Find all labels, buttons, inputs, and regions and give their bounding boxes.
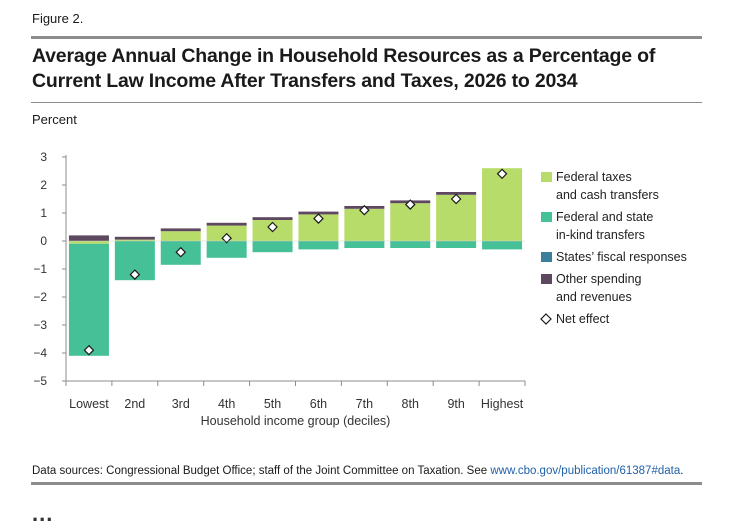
legend-label: and revenues	[556, 290, 632, 304]
bar-segment-federal-state-inkind	[482, 241, 523, 250]
net-effect-marker	[267, 221, 278, 233]
y-tick-label: −4	[33, 346, 47, 360]
bar-segment-federal-state-inkind	[344, 241, 385, 248]
net-effect-marker	[313, 213, 324, 224]
legend-swatch-states-fiscal	[541, 252, 552, 262]
legend-net-effect-marker	[540, 313, 552, 325]
data-source-note: Data sources: Congressional Budget Offic…	[32, 465, 683, 477]
legend-label: Federal and state	[556, 210, 653, 224]
net-effect-marker	[221, 232, 232, 244]
stacked-bar-chart: 3 2 1 0 −1 −2 −3 −4 −5 Lowest 2nd 3rd 4th 5th 6th 7th 8t…	[33, 150, 687, 428]
bar-segment-other-spending	[68, 235, 109, 241]
title-rule	[31, 102, 702, 103]
cropped-body-text: ...	[32, 501, 54, 526]
y-tick-label: −3	[33, 318, 47, 332]
source-link[interactable]: www.cbo.gov/publication/61387#data	[490, 465, 681, 477]
x-tick-label: 7th	[356, 397, 373, 411]
bar-segment-other-spending	[298, 211, 339, 215]
x-tick-label: 9th	[447, 397, 464, 411]
y-tick-label: −5	[33, 374, 47, 388]
net-effect-marker	[129, 269, 141, 280]
legend-label: Net effect	[556, 312, 610, 326]
x-tick-label: 6th	[310, 397, 327, 411]
bar-segment-federal-state-inkind	[298, 241, 339, 250]
bar-segment-federal-state-inkind	[206, 241, 247, 258]
y-tick-label: 0	[40, 234, 47, 248]
bar-segment-other-spending	[160, 228, 201, 232]
x-tick-label: Highest	[481, 397, 524, 411]
legend-label: Federal taxes	[556, 170, 632, 184]
legend-swatch-federal-taxes	[541, 172, 552, 182]
y-tick-label: −1	[33, 262, 47, 276]
net-effect-marker	[175, 246, 187, 258]
x-tick-label: Lowest	[69, 397, 109, 411]
bar-segment-federal-taxes	[114, 239, 155, 241]
y-axis-unit-label: Percent	[32, 112, 77, 127]
source-prefix: Data sources: Congressional Budget Offic…	[32, 465, 491, 477]
bar-segment-other-spending	[206, 222, 247, 226]
bar-segment-other-spending	[252, 217, 293, 220]
bar-segment-federal-state-inkind	[68, 243, 109, 356]
bar-segment-federal-taxes	[160, 231, 201, 241]
legend-swatch-federal-state-inkind	[541, 212, 552, 222]
legend-label: States’ fiscal responses	[556, 250, 687, 264]
bar-segment-federal-taxes	[68, 241, 109, 244]
x-tick-label: 5th	[264, 397, 281, 411]
legend-label: in-kind transfers	[556, 228, 645, 242]
x-tick-label: 3rd	[172, 397, 190, 411]
bar-segment-federal-state-inkind	[390, 241, 431, 248]
net-effect-marker	[496, 168, 508, 180]
bar-segment-federal-taxes	[482, 168, 523, 241]
top-rule	[31, 36, 702, 39]
x-tick-label: 4th	[218, 397, 235, 411]
x-tick-label: 2nd	[124, 397, 145, 411]
y-tick-label: 3	[40, 150, 47, 164]
chart-title: Average Annual Change in Household Resou…	[32, 45, 656, 92]
net-effect-marker	[404, 199, 416, 210]
bottom-rule	[31, 482, 702, 485]
y-tick-label: −2	[33, 290, 47, 304]
y-tick-label: 2	[40, 178, 47, 192]
net-effect-marker	[359, 204, 370, 216]
bar-segment-federal-state-inkind	[252, 241, 293, 253]
figure-label: Figure 2.	[32, 11, 84, 26]
legend-label: Other spending	[556, 272, 642, 286]
x-axis-title: Household income group (deciles)	[201, 414, 391, 428]
net-effect-marker	[450, 193, 462, 205]
legend-swatch-other-spending	[541, 274, 552, 284]
net-effect-marker	[83, 344, 95, 356]
bar-segment-other-spending	[114, 236, 155, 240]
bar-segment-other-spending	[436, 192, 477, 195]
bar-segment-federal-state-inkind	[436, 241, 477, 248]
legend-label: and cash transfers	[556, 188, 659, 202]
y-tick-label: 1	[40, 206, 47, 220]
x-tick-label: 8th	[402, 397, 419, 411]
source-suffix: .	[680, 465, 684, 477]
